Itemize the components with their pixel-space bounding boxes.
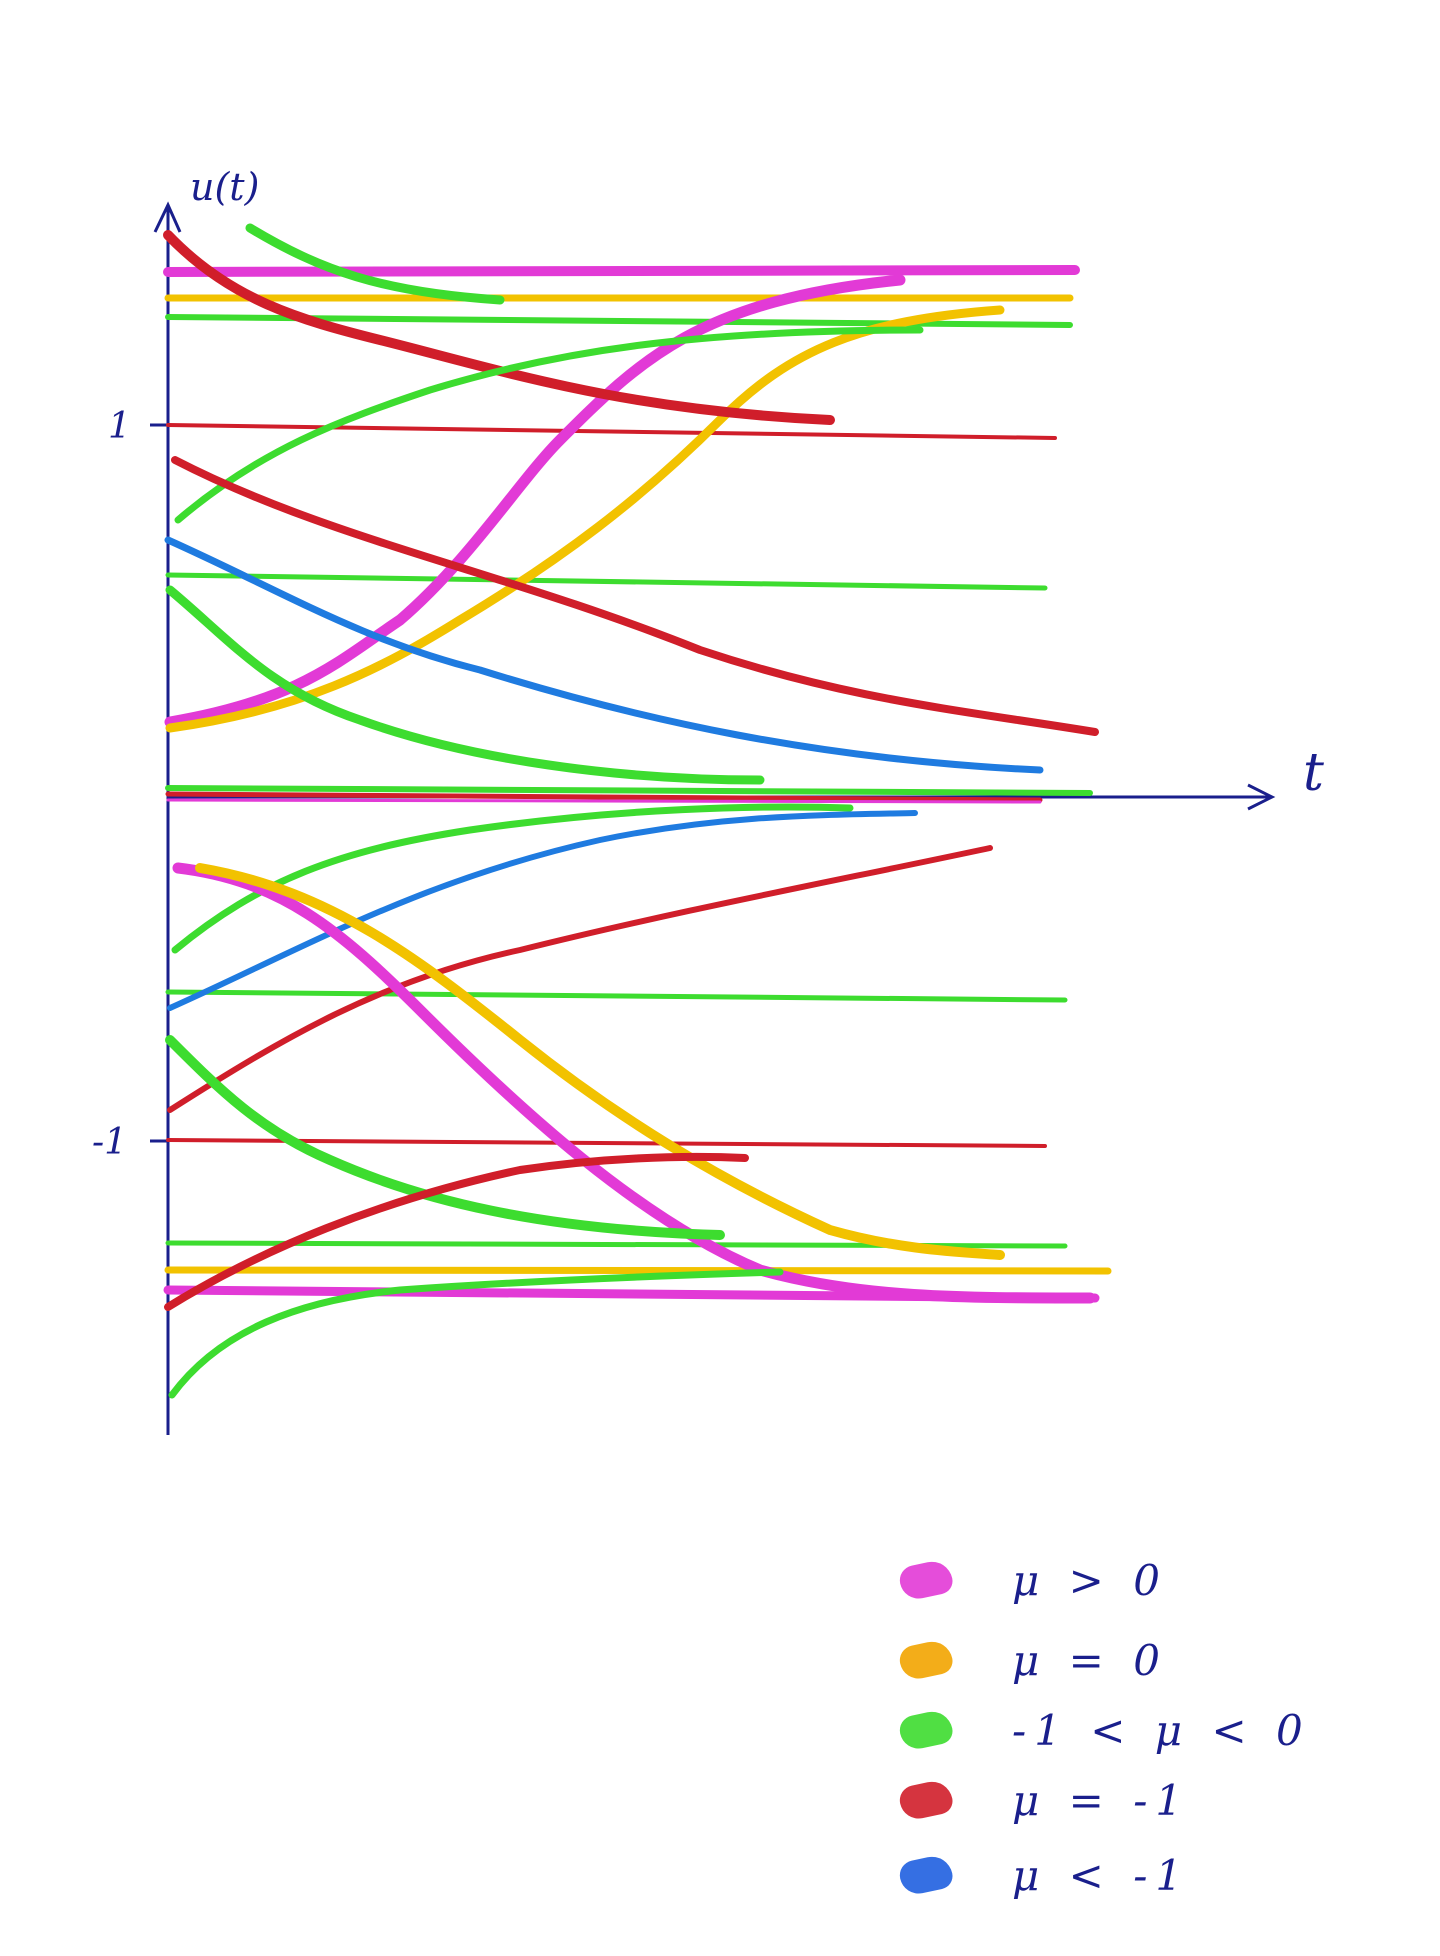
green-curve bbox=[165, 1035, 725, 1240]
tick-label-upper: 1 bbox=[108, 406, 131, 447]
legend-label: μ = -1 bbox=[1012, 1775, 1191, 1825]
red-line bbox=[166, 423, 1057, 440]
legend-item-mu-between: -1 < μ < 0 bbox=[897, 1695, 1311, 1765]
legend-label: μ > 0 bbox=[1012, 1555, 1168, 1605]
green-curve bbox=[165, 585, 765, 785]
tick-label-lower: -1 bbox=[92, 1122, 127, 1163]
legend-item-mu-less: μ < -1 bbox=[897, 1840, 1191, 1910]
magenta-line bbox=[166, 798, 1042, 804]
y-axis-label: u(t) bbox=[190, 165, 259, 209]
red-swatch bbox=[897, 1777, 955, 1823]
green-curve bbox=[171, 803, 854, 954]
green-line bbox=[165, 785, 1093, 796]
trajectories bbox=[163, 223, 1099, 1399]
yellow-curve bbox=[165, 305, 1005, 733]
legend-item-mu-minus-one: μ = -1 bbox=[897, 1765, 1191, 1835]
x-axis-label: t bbox=[1303, 743, 1324, 803]
equilibrium-lines bbox=[163, 265, 1112, 1303]
green-line bbox=[165, 572, 1048, 591]
green-curve bbox=[174, 326, 924, 524]
legend-label: -1 < μ < 0 bbox=[1012, 1705, 1311, 1755]
yellow-curve bbox=[195, 863, 1005, 1260]
legend-item-mu-zero: μ = 0 bbox=[897, 1625, 1168, 1695]
blue-swatch bbox=[897, 1852, 955, 1898]
red-curve bbox=[167, 845, 993, 1113]
red-line bbox=[165, 791, 1043, 803]
red-line bbox=[166, 1138, 1047, 1148]
blue-curve bbox=[167, 810, 918, 1011]
red-curve bbox=[163, 230, 835, 425]
red-curve bbox=[171, 456, 1099, 736]
green-swatch bbox=[897, 1707, 955, 1753]
magenta-line bbox=[163, 265, 1080, 277]
legend-label: μ < -1 bbox=[1012, 1850, 1191, 1900]
yellow-line bbox=[164, 1266, 1112, 1275]
x-axis-arrowhead bbox=[1247, 783, 1276, 811]
green-curve bbox=[245, 223, 505, 305]
blue-curve bbox=[164, 536, 1044, 774]
legend-item-mu-positive: μ > 0 bbox=[897, 1545, 1168, 1615]
magenta-curve bbox=[164, 274, 906, 728]
green-line bbox=[165, 989, 1068, 1003]
green-curve bbox=[168, 1268, 784, 1399]
legend-label: μ = 0 bbox=[1012, 1635, 1168, 1685]
yellow-swatch bbox=[897, 1637, 955, 1683]
magenta-swatch bbox=[897, 1557, 955, 1603]
y-axis-arrowhead bbox=[153, 201, 182, 233]
red-curve bbox=[164, 1152, 749, 1311]
